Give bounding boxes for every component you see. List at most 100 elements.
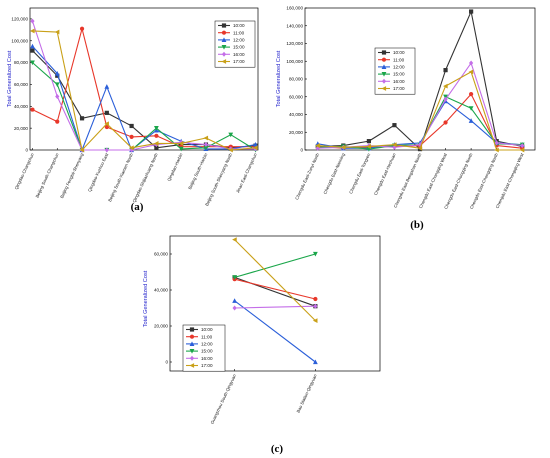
legend-marker bbox=[189, 341, 195, 346]
y-tick-label: 120,000 bbox=[286, 41, 303, 46]
legend-marker bbox=[221, 45, 227, 50]
x-tick-label: Beijing South-Xiamen North bbox=[107, 152, 134, 203]
legend-label: 17:00 bbox=[233, 59, 245, 64]
legend-marker bbox=[221, 59, 227, 64]
data-point bbox=[228, 147, 233, 153]
data-point bbox=[443, 68, 448, 73]
x-tick-label: Chengdu East-Chongqing North bbox=[443, 152, 474, 210]
data-point bbox=[153, 141, 159, 146]
data-point bbox=[340, 144, 346, 150]
data-point bbox=[312, 318, 318, 323]
x-tick-label: Qingdao-Harbin bbox=[166, 152, 184, 182]
legend-marker bbox=[221, 51, 227, 57]
data-point bbox=[520, 143, 525, 149]
data-point bbox=[54, 82, 60, 87]
data-point bbox=[54, 71, 60, 76]
legend-label: 12:00 bbox=[393, 65, 405, 70]
legend-marker bbox=[381, 57, 387, 62]
legend-marker bbox=[189, 327, 195, 332]
legend-box bbox=[214, 20, 256, 68]
legend-label: 16:00 bbox=[201, 356, 213, 361]
y-tick-label: 140,000 bbox=[286, 23, 303, 28]
data-point bbox=[391, 142, 397, 148]
data-point bbox=[30, 48, 35, 53]
legend-marker bbox=[381, 64, 387, 69]
data-point bbox=[129, 134, 134, 139]
legend-label: 10:00 bbox=[393, 50, 405, 55]
legend-label: 15:00 bbox=[393, 72, 405, 77]
data-point bbox=[30, 43, 35, 49]
data-point bbox=[55, 73, 60, 78]
y-tick-label: 20,000 bbox=[14, 126, 28, 131]
legend-marker bbox=[221, 30, 227, 35]
data-point bbox=[104, 110, 109, 115]
data-point bbox=[443, 83, 448, 89]
legend-label: 12:00 bbox=[201, 342, 213, 347]
data-point bbox=[154, 133, 159, 138]
x-tick-label: Chengdu East-Chongqing West bbox=[495, 152, 525, 210]
y-tick-label: 80,000 bbox=[289, 77, 303, 82]
y-tick-label: 40,000 bbox=[14, 104, 28, 109]
legend-marker bbox=[221, 37, 227, 42]
legend-marker bbox=[221, 23, 227, 28]
y-tick-label: 20,000 bbox=[154, 324, 168, 329]
series-line-1500 bbox=[234, 253, 316, 278]
legend-marker bbox=[381, 86, 387, 91]
x-tick-label: Beijing South-Changchun bbox=[35, 152, 60, 199]
plot-frame bbox=[29, 7, 259, 151]
legend-marker bbox=[381, 78, 387, 84]
data-point bbox=[312, 251, 318, 257]
panel-label: (a) bbox=[131, 201, 144, 213]
x-tick-label: Qingdao-Changchun bbox=[14, 152, 36, 191]
data-point bbox=[79, 147, 85, 153]
series-line-1200 bbox=[32, 45, 256, 151]
data-point bbox=[312, 359, 318, 365]
data-point bbox=[494, 140, 499, 146]
x-tick-label: Chengdu East-Bengshan North bbox=[393, 152, 423, 209]
data-point bbox=[366, 139, 371, 144]
data-point bbox=[178, 146, 184, 152]
data-point bbox=[54, 29, 60, 35]
x-tick-label: Qingdao-Shijiazhuang North bbox=[131, 152, 159, 204]
data-point bbox=[468, 69, 474, 75]
data-point bbox=[129, 145, 134, 151]
data-point bbox=[104, 147, 109, 153]
data-point bbox=[469, 60, 474, 66]
data-point bbox=[417, 145, 423, 151]
data-point bbox=[104, 124, 109, 130]
x-tick-label: Chengdu East-Zunyi North bbox=[294, 152, 320, 201]
data-point bbox=[232, 305, 237, 311]
legend-marker bbox=[381, 72, 387, 77]
data-point bbox=[129, 123, 134, 129]
x-tick-label: Chengdu East-Nanning bbox=[322, 152, 346, 195]
y-tick-label: 100,000 bbox=[286, 59, 303, 64]
x-tick-label: Jinan East-Changchun bbox=[235, 152, 258, 194]
legend-label: 16:00 bbox=[393, 79, 405, 84]
y-tick-label: 0 bbox=[25, 148, 28, 153]
y-tick-label: 40,000 bbox=[289, 112, 303, 117]
x-tick-label: Chengdu East-Chongqing West bbox=[418, 152, 448, 210]
legend: 10:00 11:00 12:00 15:00 16:00 17:00 bbox=[374, 47, 416, 95]
y-tick-label: 0 bbox=[300, 148, 303, 153]
data-point bbox=[203, 145, 209, 151]
data-point bbox=[253, 145, 258, 151]
data-point bbox=[313, 303, 318, 309]
legend-label: 10:00 bbox=[233, 23, 245, 28]
y-axis-label: Total Generalized Cost bbox=[143, 270, 149, 327]
x-tick-label: Chengdu East-Chongqing North bbox=[469, 152, 500, 210]
data-point bbox=[519, 147, 525, 153]
y-tick-label: 0 bbox=[165, 360, 168, 365]
y-axis-label: Total Generalized Cost bbox=[276, 50, 282, 107]
legend: 10:00 11:00 12:00 15:00 16:00 17:00 bbox=[182, 324, 226, 372]
data-point bbox=[315, 143, 320, 148]
series-line-1100 bbox=[317, 93, 523, 149]
data-point bbox=[366, 144, 371, 149]
legend-marker bbox=[189, 363, 195, 368]
x-tick-label: Beijing South-Shenyang North bbox=[204, 152, 233, 207]
data-point bbox=[30, 18, 35, 24]
series-line-1700 bbox=[32, 30, 256, 151]
x-tick-label: Beijing South-Harbin bbox=[187, 152, 208, 190]
legend-label: 11:00 bbox=[233, 30, 245, 35]
data-point bbox=[232, 275, 238, 280]
